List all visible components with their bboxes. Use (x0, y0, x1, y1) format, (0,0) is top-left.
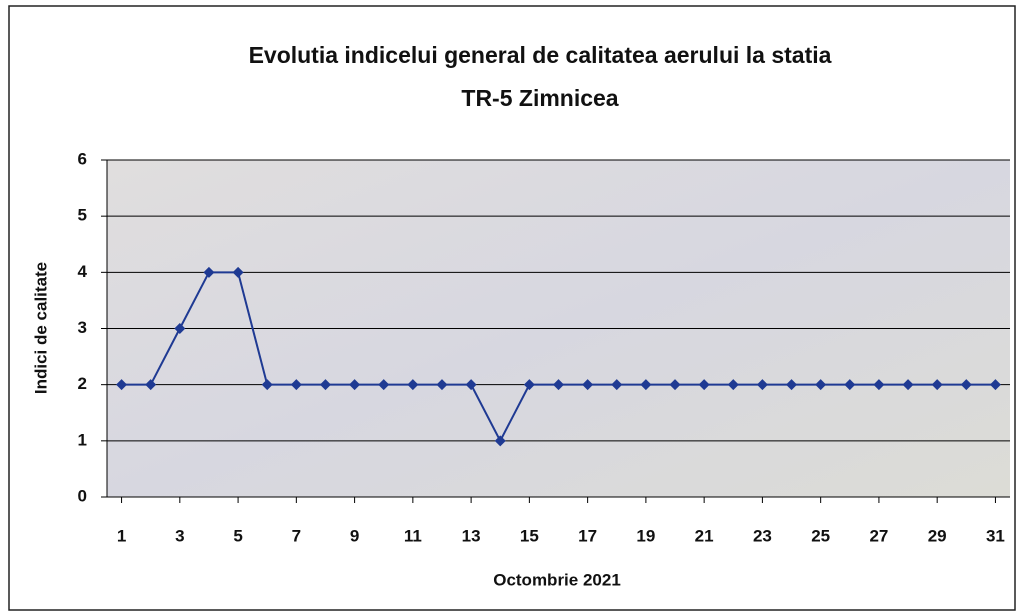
chart-title: Evolutia indicelui general de calitatea … (249, 42, 832, 68)
data-point (960, 379, 972, 391)
data-point (203, 266, 215, 278)
x-tick-label: 5 (233, 526, 242, 545)
x-tick-label: 13 (462, 526, 481, 545)
data-point (786, 379, 798, 391)
y-tick-label: 4 (78, 262, 88, 281)
y-tick-label: 1 (78, 430, 87, 449)
data-point (378, 379, 390, 391)
data-point (844, 379, 856, 391)
x-tick-label: 9 (350, 526, 359, 545)
data-point (261, 379, 273, 391)
x-tick-label: 1 (117, 526, 126, 545)
x-tick-label: 23 (753, 526, 772, 545)
data-point (640, 379, 652, 391)
x-axis-label: Octombrie 2021 (493, 570, 621, 589)
data-point (815, 379, 827, 391)
data-point (669, 379, 681, 391)
data-point (756, 379, 768, 391)
y-tick-label: 0 (78, 486, 87, 505)
data-point (582, 379, 594, 391)
x-tick-label: 15 (520, 526, 539, 545)
chart-subtitle: TR-5 Zimnicea (461, 85, 618, 111)
data-point (116, 379, 128, 391)
data-point (145, 379, 157, 391)
data-point (407, 379, 419, 391)
data-point (902, 379, 914, 391)
x-tick-label: 7 (292, 526, 301, 545)
data-point (465, 379, 477, 391)
data-point (553, 379, 564, 391)
data-point (494, 435, 506, 447)
data-point (319, 379, 331, 391)
data-point (727, 379, 739, 391)
y-tick-label: 3 (78, 318, 87, 337)
x-tick-label: 17 (578, 526, 597, 545)
data-point (290, 379, 302, 391)
x-tick-label: 29 (928, 526, 947, 545)
y-axis-label: Indici de calitate (31, 262, 50, 394)
data-point (436, 379, 448, 391)
data-point (232, 266, 244, 278)
x-tick-label: 3 (175, 526, 184, 545)
data-point (698, 379, 710, 391)
x-tick-label: 25 (811, 526, 830, 545)
data-point (873, 379, 885, 391)
data-point (523, 379, 535, 391)
x-tick-label: 27 (869, 526, 888, 545)
y-tick-label: 2 (78, 374, 87, 393)
data-point (349, 379, 361, 391)
y-tick-label: 6 (78, 149, 87, 168)
data-point (174, 323, 186, 334)
x-tick-label: 19 (636, 526, 655, 545)
y-tick-label: 5 (78, 206, 87, 225)
x-tick-label: 11 (404, 526, 422, 545)
x-tick-label: 31 (986, 526, 1005, 545)
data-point (931, 379, 943, 391)
data-point (989, 379, 1001, 391)
data-point (611, 379, 623, 391)
x-tick-label: 21 (695, 526, 714, 545)
